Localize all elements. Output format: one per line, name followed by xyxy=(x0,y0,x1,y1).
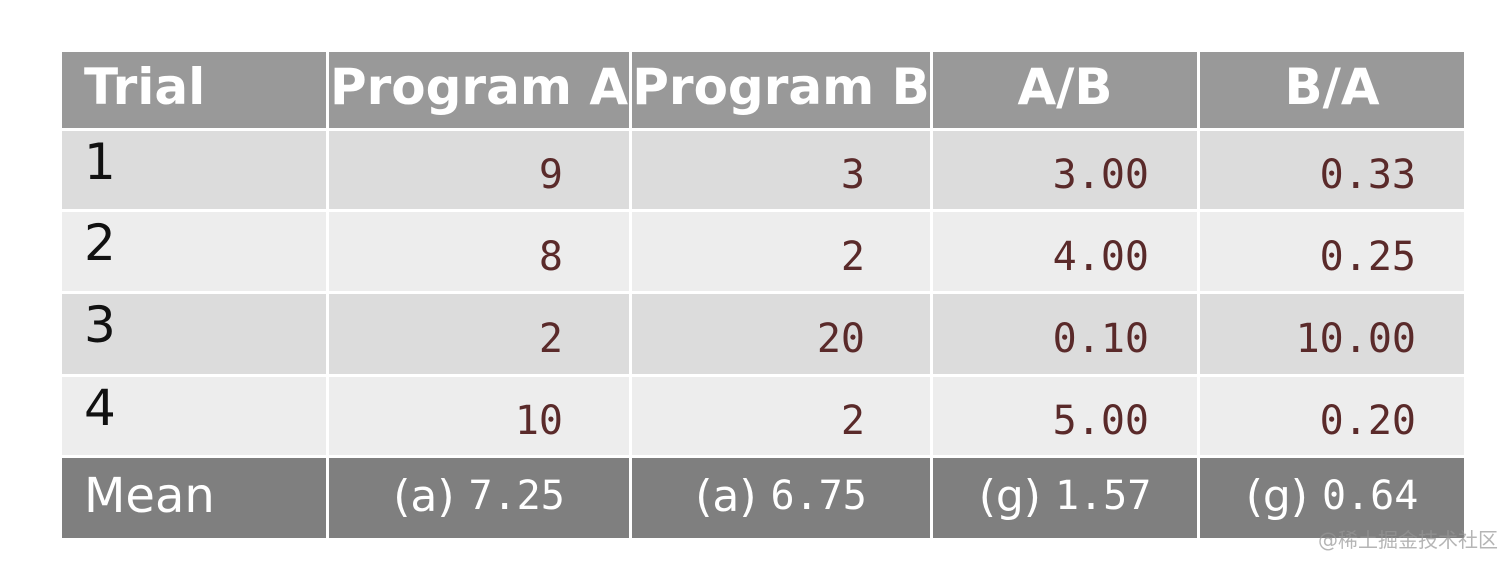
cell-text: 2 xyxy=(840,398,865,444)
mean-program-a: (a) 7.25 xyxy=(329,458,629,538)
trial-number: 1 xyxy=(62,131,326,209)
cell-text: 20 xyxy=(816,316,865,362)
cell-text: 2 xyxy=(840,233,865,280)
program-a-value: 8 xyxy=(329,212,629,291)
header-program-b: Program B xyxy=(632,52,930,128)
header-b-over-a: B/A xyxy=(1200,52,1464,128)
cell-text: 8 xyxy=(538,233,563,280)
b-over-a-value: 0.20 xyxy=(1200,377,1464,455)
mean-value: 1.57 xyxy=(1054,473,1152,519)
header-trial: Trial xyxy=(62,52,326,128)
results-table: Trial Program A Program B A/B B/A 1 9 3 … xyxy=(62,52,1464,538)
cell-text: 5.00 xyxy=(1052,398,1149,444)
a-over-b-value: 3.00 xyxy=(933,131,1197,209)
cell-text: 9 xyxy=(538,152,563,198)
cell-text: 10 xyxy=(514,398,563,444)
b-over-a-value: 10.00 xyxy=(1200,294,1464,374)
watermark: @稀土掘金技术社区 xyxy=(1318,528,1498,552)
mean-type-arithmetic: (a) xyxy=(393,470,455,522)
program-a-value: 10 xyxy=(329,377,629,455)
a-over-b-value: 4.00 xyxy=(933,212,1197,291)
cell-text: 10.00 xyxy=(1295,316,1416,362)
b-over-a-value: 0.33 xyxy=(1200,131,1464,209)
program-a-value: 2 xyxy=(329,294,629,374)
cell-text: 0.20 xyxy=(1319,398,1416,444)
cell-text: 2 xyxy=(538,316,563,362)
mean-value: 6.75 xyxy=(770,473,867,519)
program-b-value: 2 xyxy=(632,377,930,455)
mean-type-geometric: (g) xyxy=(1245,470,1308,522)
program-a-value: 9 xyxy=(329,131,629,209)
header-program-a: Program A xyxy=(329,52,629,128)
mean-b-over-a: (g) 0.64 xyxy=(1200,458,1464,538)
header-a-over-b: A/B xyxy=(933,52,1197,128)
mean-program-b: (a) 6.75 xyxy=(632,458,930,538)
cell-text: 0.25 xyxy=(1319,233,1416,280)
cell-text: 0.33 xyxy=(1319,152,1416,198)
b-over-a-value: 0.25 xyxy=(1200,212,1464,291)
trial-number: 4 xyxy=(62,377,326,455)
mean-type-geometric: (g) xyxy=(978,470,1041,522)
trial-number: 3 xyxy=(62,294,326,374)
program-b-value: 3 xyxy=(632,131,930,209)
cell-text: 3.00 xyxy=(1052,152,1149,198)
mean-a-over-b: (g) 1.57 xyxy=(933,458,1197,538)
mean-value: 0.64 xyxy=(1321,473,1419,519)
mean-type-arithmetic: (a) xyxy=(695,470,757,522)
program-b-value: 2 xyxy=(632,212,930,291)
program-b-value: 20 xyxy=(632,294,930,374)
trial-number: 2 xyxy=(62,212,326,291)
a-over-b-value: 0.10 xyxy=(933,294,1197,374)
a-over-b-value: 5.00 xyxy=(933,377,1197,455)
mean-label: Mean xyxy=(62,458,326,538)
cell-text: 0.10 xyxy=(1052,316,1149,362)
cell-text: 4.00 xyxy=(1052,233,1149,280)
cell-text: 3 xyxy=(840,152,865,198)
mean-value: 7.25 xyxy=(468,473,565,519)
